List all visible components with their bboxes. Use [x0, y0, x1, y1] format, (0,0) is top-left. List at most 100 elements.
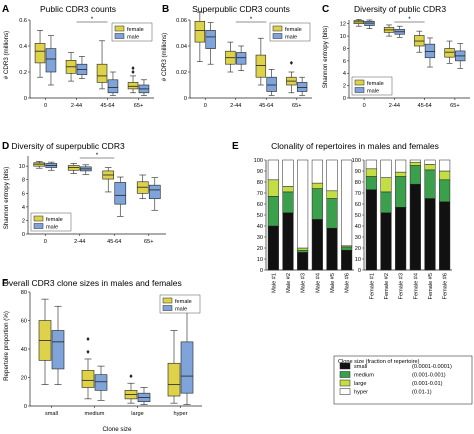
- male-box: [180, 341, 194, 394]
- panel-c-letter: C: [322, 4, 329, 15]
- bar-segment-small: [424, 198, 436, 271]
- y-tick-label: 8: [343, 46, 346, 52]
- panel-b: B Superpublic CDR3 counts # CDR3 (millio…: [161, 4, 312, 109]
- bar-segment-hyper: [395, 159, 407, 173]
- legend-label-female: female: [127, 27, 144, 33]
- panel-d: D Diversity of superpublic CDR3 Shannon …: [2, 141, 166, 245]
- y-tick-label: 6: [22, 191, 25, 197]
- legend-label-female: female: [46, 217, 63, 223]
- legend-swatch-male: [33, 223, 44, 229]
- male-box: [235, 52, 247, 65]
- bar-segment-medium: [380, 191, 392, 214]
- panel-b-ylabel: # CDR3 (millions): [161, 33, 168, 81]
- female-box: [34, 43, 46, 64]
- bar-segment-hyper: [267, 159, 279, 181]
- outlier-point: [131, 66, 135, 71]
- y-tick-label: 0: [24, 404, 27, 410]
- bar-segment-hyper: [439, 159, 451, 172]
- panel-c-title: Diversity of public CDR3: [354, 4, 446, 14]
- y-tick-label: 0: [184, 96, 187, 102]
- clone-size-legend: Clone size (fraction of repertoire) smal…: [333, 355, 473, 405]
- bar-segment-large: [409, 161, 421, 166]
- male-box: [296, 82, 308, 92]
- bar-segment-small: [395, 207, 407, 271]
- female-box: [127, 82, 139, 90]
- bar-segment-large: [424, 164, 436, 171]
- bar-segment-medium: [365, 176, 377, 190]
- male-box: [266, 76, 277, 92]
- significance-label: *: [96, 152, 99, 159]
- x-tick-label: 2-44: [389, 103, 400, 109]
- y-tick-label: 90: [355, 169, 361, 175]
- legend-title: Clone size (fraction of repertoire): [338, 359, 420, 365]
- bar-segment-medium: [267, 196, 279, 227]
- x-tick-label: 45-64: [259, 103, 273, 109]
- y-tick-label: 30: [355, 235, 361, 241]
- panel-a: A Public CDR3 counts # CDR3 (millions) 0…: [2, 4, 154, 109]
- bar-segment-hyper: [282, 159, 294, 187]
- x-tick-label: 0: [44, 103, 47, 109]
- bar-segment-medium: [424, 169, 436, 199]
- y-tick-label: 10: [340, 34, 346, 40]
- x-tick-label: Male #5: [330, 273, 336, 293]
- bar-segment-small: [311, 219, 323, 271]
- y-tick-label: 70: [355, 191, 361, 197]
- y-tick-label: 60: [21, 319, 27, 325]
- bar-segment-hyper: [326, 159, 338, 192]
- legend-label-large: large: [354, 381, 366, 387]
- male-box: [51, 330, 65, 370]
- legend-swatch-large: [339, 379, 351, 387]
- x-tick-label: Male #2: [286, 273, 292, 293]
- x-tick-label: Female #4: [413, 273, 419, 299]
- plot-area-d: 0 2 4 6 8 10 0 2-44 45-64 65+ * female male: [19, 152, 166, 245]
- x-tick-label: Female #5: [428, 273, 434, 299]
- bar-segment-small: [365, 189, 377, 271]
- panel-e-title: Clonality of repertoires in males and fe…: [271, 141, 439, 151]
- x-tick-label: 0: [44, 239, 47, 245]
- y-tick-label: 30: [257, 235, 263, 241]
- bar-segment-large: [395, 171, 407, 177]
- outlier-point: [289, 60, 293, 65]
- panel-a-title: Public CDR3 counts: [40, 4, 116, 14]
- legend-label-hyper: hyper: [354, 390, 368, 396]
- bar-segment-medium: [409, 165, 421, 185]
- outlier-point: [131, 70, 135, 74]
- y-tick-label: 20: [21, 376, 27, 382]
- y-tick-label: 90: [257, 169, 263, 175]
- x-tick-label: Female #6: [443, 273, 449, 299]
- y-tick-label: 60: [355, 202, 361, 208]
- male-box: [148, 184, 161, 200]
- bar-segment-medium: [282, 191, 294, 214]
- bar-segment-medium: [311, 188, 323, 220]
- legend-label-male: male: [175, 307, 187, 313]
- legend-swatch-female: [354, 79, 365, 86]
- male-box: [424, 43, 436, 59]
- plot-area-a: 0 0.2 0.4 0.6 0 2-44 45-64 65+ * female male: [19, 16, 154, 109]
- y-tick-label: 0.6: [19, 18, 27, 24]
- x-tick-label: large: [131, 411, 143, 417]
- x-tick-label: 65+: [450, 103, 460, 109]
- y-tick-label: 10: [19, 164, 25, 170]
- y-tick-label: 2: [343, 84, 346, 90]
- x-tick-label: Female #3: [399, 273, 405, 299]
- x-tick-label: medium: [85, 411, 105, 417]
- bar-segment-hyper: [297, 159, 309, 249]
- x-tick-label: 45-64: [417, 103, 431, 109]
- x-tick-label: Male #3: [301, 273, 307, 293]
- y-tick-label: 80: [355, 180, 361, 186]
- panel-f-letter: F: [2, 278, 8, 289]
- legend-swatch-medium: [339, 371, 351, 378]
- bar-segment-hyper: [424, 159, 436, 165]
- bar-segment-small: [380, 212, 392, 271]
- y-tick-label: 0: [24, 96, 27, 102]
- x-tick-label: Male #6: [345, 273, 351, 293]
- x-tick-label: 65+: [292, 103, 302, 109]
- panel-f-title: Overall CDR3 clone sizes in males and fe…: [2, 278, 182, 288]
- bar-segment-medium: [439, 179, 451, 203]
- legend-label-male: male: [46, 225, 58, 231]
- legend-label-small: small: [354, 364, 367, 370]
- legend-swatch-female: [33, 215, 44, 222]
- y-tick-label: 0: [358, 268, 361, 274]
